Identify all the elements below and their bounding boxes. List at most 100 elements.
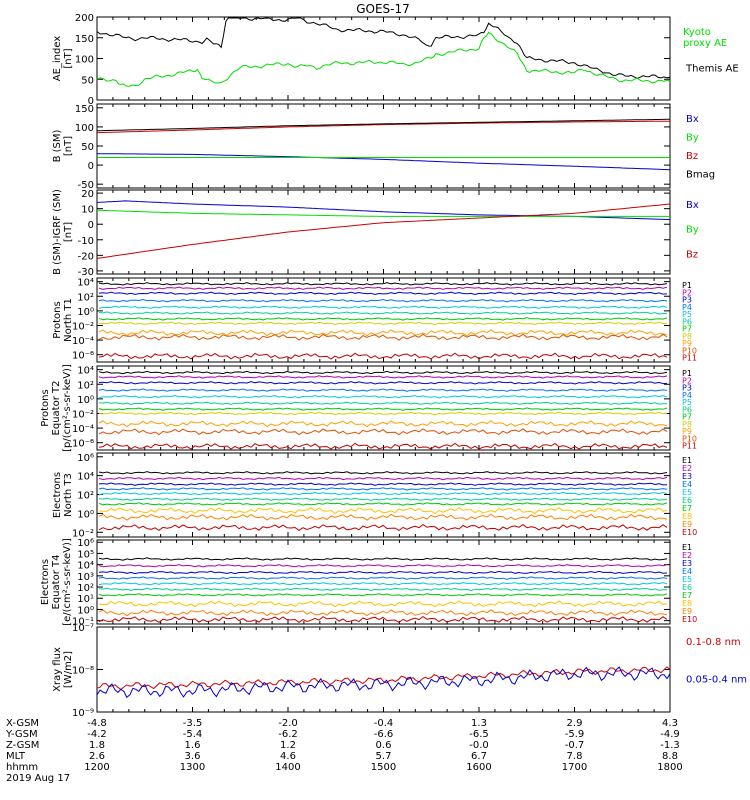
channel-label: E5 xyxy=(682,488,692,497)
y-tick-label: 10⁻⁴ xyxy=(72,424,94,435)
channel-label: P10 xyxy=(682,434,697,443)
channel-line xyxy=(98,581,668,586)
y-axis-label: North T1 xyxy=(63,298,74,342)
y-axis-label: Protons xyxy=(40,389,51,426)
ephemeris-value: 1.3 xyxy=(471,718,487,729)
channel-label: P6 xyxy=(682,317,692,326)
ephemeris-value: 1.8 xyxy=(89,740,105,751)
y-tick-label: 10⁰ xyxy=(77,605,94,616)
panel-frame xyxy=(96,189,671,275)
ephemeris-row-label: X-GSM xyxy=(6,718,39,729)
ephemeris-value: 6.7 xyxy=(471,751,487,762)
legend-label: Bx xyxy=(686,114,699,125)
y-tick-label: 10⁻⁹ xyxy=(72,708,94,719)
y-tick-label: 10⁻¹ xyxy=(72,617,94,628)
series-line xyxy=(97,120,670,134)
channel-label: E5 xyxy=(682,575,692,584)
plot-title: GOES-17 xyxy=(356,2,410,16)
y-tick-label: 10⁶ xyxy=(77,538,94,549)
channel-label: P5 xyxy=(682,310,692,319)
channel-label: P4 xyxy=(682,303,692,312)
series-line xyxy=(96,203,671,259)
channel-line xyxy=(98,491,668,496)
panel-frame xyxy=(96,277,671,363)
channel-line xyxy=(98,388,668,392)
channel-line xyxy=(98,482,668,486)
y-axis-label: B (SM)-IGRF (SM) xyxy=(52,189,63,275)
y-tick-label: 150 xyxy=(75,34,94,45)
channel-line xyxy=(98,291,668,296)
channel-label: P2 xyxy=(682,376,692,385)
channel-label: E3 xyxy=(682,559,692,568)
y-tick-label: -10 xyxy=(78,236,94,247)
legend-label: Bx xyxy=(686,200,699,211)
channel-label: P11 xyxy=(682,442,697,451)
channel-label: P6 xyxy=(682,405,692,414)
channel-line xyxy=(98,513,668,521)
ephemeris-value: -5.9 xyxy=(565,729,585,740)
legend-label: 0.05-0.4 nm xyxy=(686,675,747,686)
channel-label: P7 xyxy=(682,325,692,334)
channel-label: E7 xyxy=(682,504,692,513)
ephemeris-value: -0.4 xyxy=(374,718,394,729)
y-tick-label: 10⁻⁷ xyxy=(72,623,94,634)
y-axis-label: Protons xyxy=(52,301,63,338)
y-tick-label: 10⁻⁶ xyxy=(72,351,94,362)
channel-label: P7 xyxy=(682,413,692,422)
panel-protons_t2: 10⁻⁶ 10⁻⁴ 10⁻² 10⁰ 10² 10⁴ Protons Equator T2 [p… xyxy=(40,364,697,452)
series-line xyxy=(96,153,671,171)
y-tick-label: 100 xyxy=(75,123,94,134)
ephemeris-value: 1200 xyxy=(84,762,109,773)
channel-label: P9 xyxy=(682,427,692,436)
channel-label: P8 xyxy=(682,420,692,429)
ephemeris-value: 1300 xyxy=(180,762,205,773)
channel-label: E10 xyxy=(682,528,697,537)
channel-label: E7 xyxy=(682,591,692,600)
series-line xyxy=(97,118,670,132)
legend-label: By xyxy=(686,133,699,144)
y-axis-label: [p/(cm²-s-sr-keV)] xyxy=(62,364,73,452)
channel-label: P2 xyxy=(682,288,692,297)
channel-label: P3 xyxy=(682,296,692,305)
ephemeris-value: -6.6 xyxy=(374,729,394,740)
panel-xray: 10⁻⁹ 10⁻⁸ 10⁻⁷ Xray flux [W/m2] 0.1-0.8 nm 0.0… xyxy=(52,623,747,719)
y-tick-label: 10⁶ xyxy=(77,453,94,464)
channel-label: E3 xyxy=(682,472,692,481)
channel-label: P9 xyxy=(682,339,692,348)
y-axis-label: [nT] xyxy=(63,222,74,242)
channel-line xyxy=(98,497,668,501)
legend-label: Bmag xyxy=(686,170,715,181)
channel-line xyxy=(98,576,668,580)
channel-line xyxy=(98,282,668,286)
channel-line xyxy=(98,615,668,624)
y-tick-label: 150 xyxy=(75,104,94,115)
channel-line xyxy=(98,471,668,475)
ephemeris-value: 1400 xyxy=(275,762,300,773)
channel-line xyxy=(98,609,668,617)
channel-label: P3 xyxy=(682,384,692,393)
y-axis-label: Electrons xyxy=(52,472,63,518)
channel-line xyxy=(98,476,668,481)
panel-digrf: -30 -20 -10 0 10 20 B (SM)-IGRF (SM) [nT] Bx By Bz xyxy=(52,189,699,278)
channel-label: E2 xyxy=(682,551,692,560)
y-axis-label: AE_index xyxy=(52,36,63,82)
ephemeris-value: -4.8 xyxy=(87,718,107,729)
panel-protons_t1: 10⁻⁶ 10⁻⁴ 10⁻² 10⁰ 10² 10⁴ Protons North T1 P1P2… xyxy=(52,277,697,363)
channel-label: E4 xyxy=(682,480,692,489)
ephemeris-value: 1600 xyxy=(466,762,491,773)
channel-line xyxy=(98,564,668,568)
ephemeris-value: 1700 xyxy=(562,762,587,773)
channel-line xyxy=(98,420,668,428)
y-tick-label: 10⁵ xyxy=(77,549,94,560)
y-tick-label: 50 xyxy=(81,75,94,86)
channel-line xyxy=(98,487,668,491)
y-tick-label: 10⁰ xyxy=(77,395,94,406)
channel-line xyxy=(98,381,668,385)
channel-label: P1 xyxy=(682,369,692,378)
y-tick-label: 10⁰ xyxy=(77,307,94,318)
channel-line xyxy=(98,523,668,532)
channel-label: P8 xyxy=(682,332,692,341)
